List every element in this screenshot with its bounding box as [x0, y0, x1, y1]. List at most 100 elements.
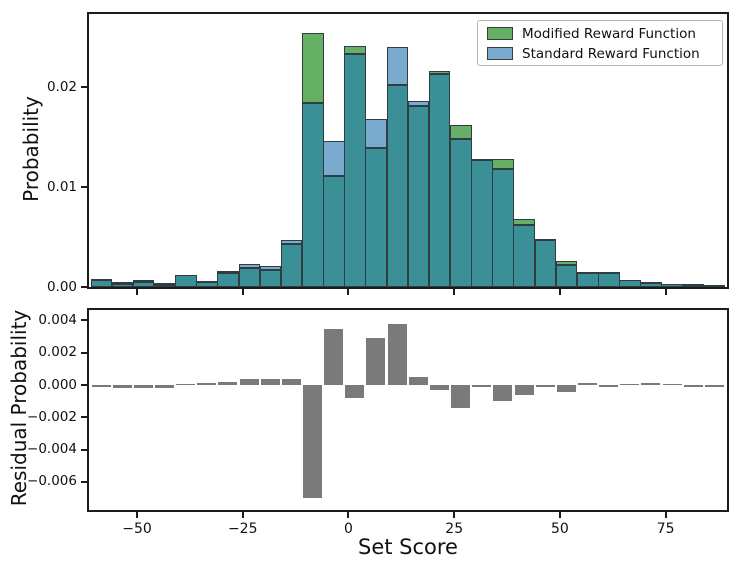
histogram-bar-modified-cap	[513, 219, 536, 225]
bottom-x-tick-label: −50	[122, 521, 152, 537]
bottom-x-tick	[664, 512, 667, 518]
histogram-bar-standard-cap	[280, 240, 303, 244]
bottom-x-tick	[241, 512, 244, 518]
bottom-y-tick	[81, 448, 87, 451]
histogram-bar-overlap	[492, 169, 514, 287]
residual-bar	[599, 385, 619, 387]
top-y-tick-label: 0.00	[46, 278, 77, 295]
bottom-x-tick	[136, 512, 138, 518]
top-y-tick-label: 0.01	[46, 178, 77, 195]
histogram-bar-modified-cap	[450, 125, 472, 139]
legend-entry-standard: Standard Reward Function	[487, 46, 713, 62]
histogram-bar-modified-cap	[534, 239, 557, 241]
residual-bar	[472, 385, 492, 387]
legend-entry-modified: Modified Reward Function	[487, 26, 713, 42]
residual-bar	[429, 385, 449, 390]
histogram-bar-standard-cap	[323, 141, 345, 176]
histogram-bar-overlap	[217, 273, 240, 287]
bottom-y-tick	[81, 351, 87, 354]
bottom-y-tick-label: −0.006	[27, 473, 77, 490]
bottom-x-tick-label: 25	[445, 521, 464, 537]
residual-bar	[366, 338, 386, 385]
histogram-bar-overlap	[619, 280, 641, 287]
histogram-bar-overlap	[259, 270, 282, 287]
histogram-bar-overlap	[323, 176, 345, 287]
residual-bar	[662, 384, 682, 385]
residual-plot-area	[89, 310, 727, 510]
residual-bar	[620, 384, 640, 385]
residual-bar	[451, 385, 470, 408]
top-y-tick	[81, 86, 87, 88]
bottom-x-tick-label: 0	[344, 521, 353, 537]
histogram-bar-modified-cap	[598, 272, 620, 274]
residual-bar	[641, 383, 661, 385]
histogram-bar-standard-cap	[238, 264, 261, 268]
histogram-bar-overlap	[598, 273, 620, 287]
histogram-bar-modified-cap	[703, 285, 726, 287]
residual-bar	[514, 385, 534, 395]
histogram-bar-overlap	[344, 54, 366, 287]
histogram-bar-modified-cap	[132, 280, 155, 282]
residual-bar	[176, 384, 196, 385]
bottom-y-tick-label: 0.002	[38, 344, 77, 361]
histogram-bar-overlap	[555, 265, 578, 287]
bottom-x-tick	[347, 512, 350, 518]
residual-bar	[324, 328, 344, 385]
histogram-bar-overlap	[132, 282, 155, 287]
histogram-plot-area	[89, 14, 727, 287]
histogram-bar-standard-cap	[217, 271, 240, 273]
standard-swatch-icon	[487, 47, 513, 60]
bottom-y-tick-label: 0.004	[38, 311, 77, 328]
histogram-bar-standard-cap	[259, 266, 282, 270]
top-y-tick-label: 0.02	[46, 78, 77, 95]
legend-label-modified: Modified Reward Function	[522, 25, 696, 42]
top-y-tick	[81, 286, 87, 288]
residual-bar	[535, 385, 555, 387]
histogram-bar-modified-cap	[111, 282, 134, 284]
histogram-bar-modified-cap	[471, 159, 493, 161]
legend: Modified Reward Function Standard Reward…	[477, 20, 723, 66]
top-x-tick	[347, 289, 350, 295]
bottom-y-tick-label: −0.004	[27, 441, 77, 458]
top-x-tick	[453, 289, 456, 295]
histogram-bar-overlap	[576, 273, 599, 287]
bottom-x-tick-label: 75	[656, 521, 675, 537]
histogram-bar-overlap	[238, 268, 261, 287]
top-x-tick	[664, 289, 667, 295]
histogram-bar-modified-cap	[492, 159, 514, 169]
histogram-bar-modified-cap	[153, 283, 176, 285]
histogram-bar-modified-cap	[555, 261, 578, 265]
residual-bar	[704, 385, 724, 387]
histogram-bar-overlap	[301, 103, 324, 287]
histogram-bar-overlap	[428, 74, 451, 287]
residual-bar	[408, 376, 428, 385]
histogram-bar-modified-cap	[90, 279, 113, 281]
residual-bar	[112, 385, 132, 389]
histogram-bar-overlap	[471, 160, 493, 287]
top-x-tick	[136, 289, 138, 295]
histogram-bar-overlap	[407, 106, 430, 287]
residual-bar	[155, 385, 174, 389]
histogram-bar-overlap	[280, 244, 303, 287]
bottom-x-tick	[558, 512, 561, 518]
histogram-bar-overlap	[661, 284, 684, 287]
residual-bar	[197, 383, 217, 385]
top-x-tick	[241, 289, 244, 295]
bottom-x-tick	[453, 512, 456, 518]
histogram-bar-overlap	[90, 280, 113, 287]
bottom-y-tick-label: −0.002	[27, 408, 77, 425]
bottom-axes	[87, 308, 729, 512]
histogram-bar-overlap	[386, 85, 409, 287]
histogram-bar-overlap	[534, 240, 557, 287]
top-x-tick	[558, 289, 561, 295]
residual-bar	[260, 378, 280, 385]
histogram-bar-overlap	[111, 284, 134, 287]
bottom-y-tick-label: 0.000	[38, 376, 77, 393]
residual-bar	[303, 385, 322, 498]
bottom-y-tick	[81, 319, 87, 322]
histogram-bar-modified-cap	[301, 33, 324, 103]
residual-bar	[91, 385, 111, 387]
residual-bar	[387, 323, 407, 385]
histogram-bar-overlap	[365, 148, 388, 287]
histogram-bar-standard-cap	[576, 272, 599, 274]
